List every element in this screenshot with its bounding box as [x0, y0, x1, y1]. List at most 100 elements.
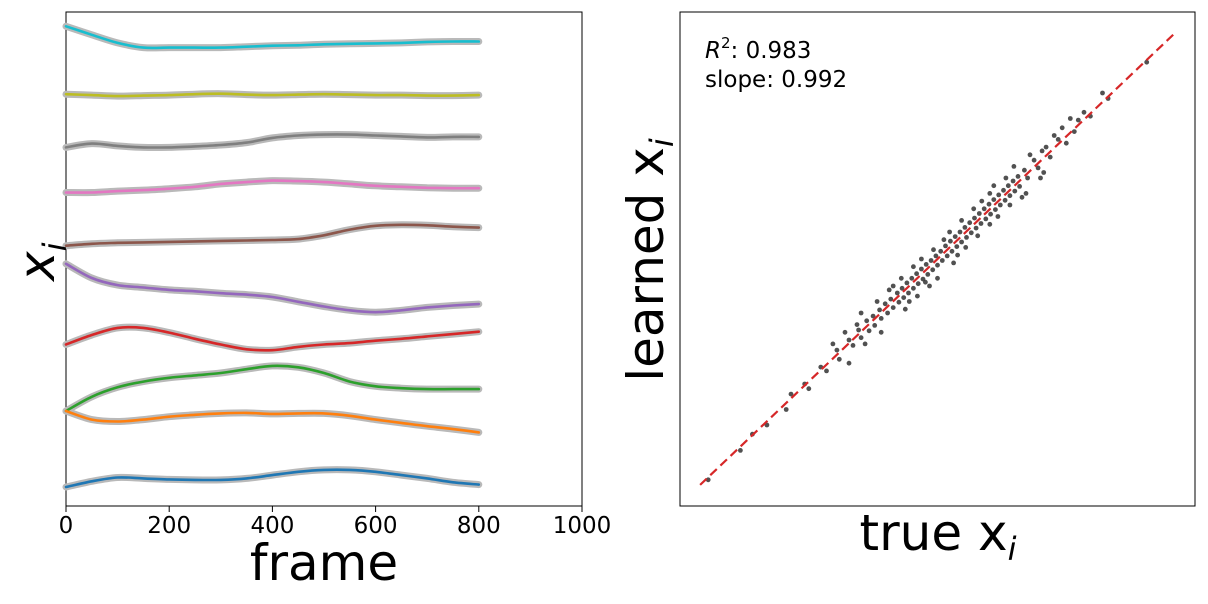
scatter-point	[1019, 194, 1025, 200]
y-axis-label-subscript: i	[36, 242, 74, 251]
scatter-point	[824, 368, 829, 374]
scatter-point	[941, 237, 947, 243]
scatter-point	[783, 407, 789, 412]
scatter-point	[947, 229, 952, 235]
scatter-point	[991, 183, 997, 189]
scatter-y-label-main: learned x	[617, 147, 675, 382]
scatter-points-group	[705, 59, 1150, 483]
scatter-point	[705, 477, 711, 483]
scatter-point	[939, 258, 945, 263]
scatter-point	[1017, 184, 1022, 189]
scatter-point	[964, 235, 969, 240]
y-axis-label: xi	[8, 242, 74, 283]
scatter-point	[885, 310, 890, 316]
scatter-point	[911, 264, 916, 270]
x-tick-label: 200	[147, 513, 191, 539]
scatter-point	[997, 202, 1003, 208]
scatter-point	[1055, 137, 1061, 142]
scatter-point	[902, 306, 908, 312]
scatter-point	[1063, 140, 1069, 146]
scatter-point	[1015, 174, 1021, 179]
x-axis-label: frame	[250, 534, 398, 592]
scatter-point	[988, 211, 993, 217]
scatter-chart: R2: 0.983 slope: 0.992 true xi learned x…	[617, 11, 1196, 568]
scatter-point	[906, 299, 912, 304]
scatter-point	[914, 271, 919, 277]
scatter-point	[890, 305, 896, 310]
scatter-point	[973, 225, 979, 231]
scatter-point	[991, 197, 997, 203]
scatter-point	[949, 248, 955, 254]
scatter-point	[987, 221, 993, 227]
scatter-point	[1005, 183, 1011, 189]
scatter-point	[899, 285, 905, 291]
scatter-point	[874, 299, 880, 304]
scatter-point	[993, 207, 998, 213]
scatter-point	[938, 248, 944, 254]
scatter-point	[738, 448, 743, 453]
scatter-point	[987, 191, 993, 196]
scatter-x-label-main: true x	[860, 504, 1008, 562]
scatter-point	[1031, 157, 1037, 163]
scatter-point	[878, 316, 884, 321]
line-series-1	[64, 92, 481, 98]
scatter-point	[911, 285, 916, 291]
scatter-point	[930, 267, 936, 273]
x-tick-label: 800	[457, 513, 501, 539]
line-series-0	[64, 25, 481, 50]
scatter-point	[858, 335, 864, 341]
scatter-point	[906, 290, 911, 296]
scatter-point	[1067, 116, 1073, 121]
scatter-point	[866, 328, 872, 334]
scatter-point	[1002, 197, 1008, 203]
scatter-y-axis-label: learned xi	[617, 138, 681, 382]
scatter-point	[877, 307, 882, 313]
scatter-point	[1041, 170, 1047, 175]
x-tick-label: 400	[250, 513, 294, 539]
scatter-point	[1001, 187, 1006, 193]
scatter-point	[858, 310, 864, 316]
line-series-2	[64, 133, 481, 149]
scatter-point	[1038, 175, 1043, 181]
scatter-point	[1027, 152, 1033, 158]
scatter-point	[1051, 133, 1057, 138]
scatter-point	[1043, 144, 1049, 150]
scatter-point	[878, 329, 884, 335]
scatter-point	[904, 280, 910, 286]
scatter-point	[864, 318, 870, 324]
line-series-9	[64, 468, 481, 489]
scatter-point	[931, 247, 936, 253]
line-series-5	[64, 262, 481, 314]
scatter-point	[872, 323, 878, 328]
scatter-point	[935, 275, 940, 281]
scatter-point	[894, 290, 900, 296]
scatter-point	[923, 279, 928, 285]
scatter-point	[962, 225, 968, 230]
scatter-point	[948, 238, 953, 244]
scatter-point	[951, 260, 956, 266]
line-plot-area	[65, 11, 583, 507]
scatter-point	[919, 256, 924, 262]
scatter-point	[1075, 117, 1081, 123]
scatter-point	[968, 230, 974, 236]
x-ticks: 0 200 400 600 800 1000	[59, 506, 611, 539]
scatter-point	[1035, 165, 1041, 171]
scatter-point	[955, 252, 960, 258]
scatter-point	[933, 253, 939, 259]
y-axis-label-main: x	[8, 251, 66, 283]
scatter-point	[1047, 154, 1053, 160]
scatter-point	[882, 301, 888, 307]
scatter-point	[886, 287, 892, 293]
scatter-point	[1144, 59, 1150, 65]
scatter-point	[959, 239, 964, 245]
scatter-point	[981, 206, 987, 212]
scatter-point	[1025, 175, 1030, 181]
scatter-point	[870, 313, 876, 319]
scatter-point	[1081, 109, 1087, 115]
scatter-point	[986, 201, 992, 207]
scatter-point	[834, 347, 840, 353]
scatter-point	[1003, 175, 1009, 181]
scatter-point	[1022, 167, 1027, 173]
scatter-point	[1007, 193, 1013, 199]
